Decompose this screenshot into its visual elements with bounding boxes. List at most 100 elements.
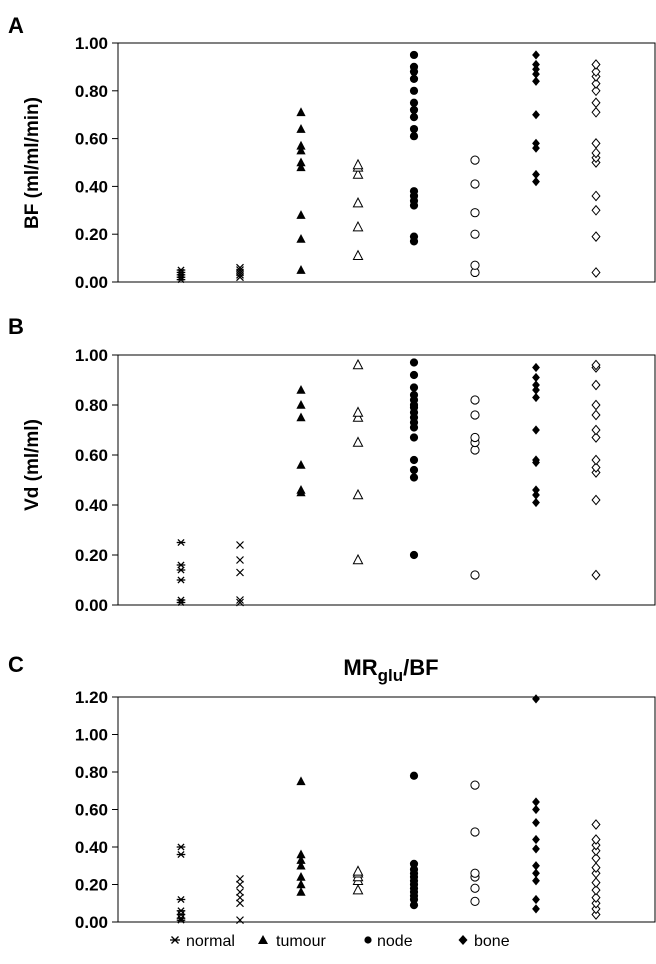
panel-c-point-normal-x [236,880,244,889]
panel-a-point-bone-diamond-open [591,85,601,97]
panel-a-y-tick-label: 0.80 [75,82,108,101]
panel-c-y-tick-label: 1.20 [75,688,108,707]
panel-a-point-bone-diamond-filled [532,143,540,153]
panel-b-y-tick-label: 0.00 [75,596,108,615]
panel-b-point-bone-diamond-open [591,569,601,581]
panel-a-point-bone-diamond-open [591,204,601,216]
panel-c-y-tick-label: 0.20 [75,876,108,895]
panel-a-point-bone-diamond-filled [532,64,540,74]
panel-a-point-node-circle-open [470,260,480,270]
panel-b-point-bone-diamond-filled [532,372,540,383]
panel-b-point-node-circle-filled [409,358,419,367]
panel-b-point-normal-asterisk [176,596,186,604]
panel-c-point-normal-x [236,888,244,896]
panel-c-point-tumour-triangle-filled [296,849,306,859]
panel-c-point-bone-diamond-open [591,892,601,903]
panel-a-point-bone-diamond-open [591,97,601,109]
panel-c-point-bone-diamond-filled [532,861,540,871]
panel-c-point-normal-asterisk [176,843,186,851]
panel-b-point-bone-diamond-filled [532,490,540,500]
panel-c-point-normal-asterisk [176,910,186,919]
panel-b-point-normal-x [236,541,244,549]
panel-c-plot-area [117,696,656,923]
panel-a-point-node-circle-filled [409,74,419,83]
panel-a-point-node-circle-filled [409,112,419,122]
panel-b-y-tick-label: 1.00 [75,346,108,365]
panel-c-point-bone-diamond-open [591,909,601,920]
panel-b-point-bone-diamond-open [591,409,601,421]
panel-c-point-normal-x [236,899,244,908]
panel-a-y-tick-label: 0.20 [75,225,108,244]
panel-b-point-bone-diamond-filled [532,362,540,373]
panel-b-point-node-circle-open [470,432,480,443]
panel-c-point-bone-diamond-filled [532,868,540,878]
panel-a-point-node-circle-filled [409,86,419,95]
panel-c-point-bone-diamond-open [591,867,601,879]
panel-b-y-tick-label: 0.20 [75,546,108,565]
panel-b-point-tumour-triangle-filled [296,460,306,469]
panel-c-point-node-circle-filled [409,901,419,910]
panel-letter-c: C [8,652,24,677]
panel-c-point-bone-diamond-filled [532,844,540,854]
panel-a-point-node-circle-filled [409,187,419,196]
panel-letter-b: B [8,314,24,339]
panel-c-point-node-circle-open [470,896,480,906]
panel-a-point-bone-diamond-filled [532,169,540,180]
panel-a-point-tumour-triangle-filled [296,233,306,243]
panel-b-point-tumour-triangle-open [352,553,364,565]
panel-a-point-bone-diamond-open [591,59,601,70]
panel-b-plot-area [117,354,656,606]
panel-c-point-bone-diamond-filled [532,904,540,914]
panel-b-point-tumour-triangle-filled [296,485,306,494]
panel-a-point-bone-diamond-open [591,267,601,278]
panel-c-point-tumour-triangle-filled [296,879,306,889]
panel-b-point-node-circle-filled [409,390,419,400]
panel-b-point-bone-diamond-filled [532,497,540,508]
panel-c-point-bone-diamond-open [591,884,601,896]
panel-b-point-normal-x [236,596,244,604]
panel-c-point-bone-diamond-filled [532,797,540,807]
panel-c-title: MRglu/BF [343,655,438,685]
panel-a-point-tumour-triangle-open [352,249,364,261]
panel-b-point-normal-x [236,568,244,577]
panel-a-point-node-circle-filled [409,232,419,241]
panel-a-point-tumour-triangle-open [352,220,364,232]
panel-a-point-node-circle-open [470,229,480,239]
panel-c-point-node-circle-open [470,883,480,893]
panel-c-point-bone-diamond-filled [532,818,540,828]
panel-c-point-tumour-triangle-filled [296,776,306,786]
panel-c-y-tick-label: 0.00 [75,913,108,932]
panel-b-point-node-circle-filled [409,433,419,442]
panel-b-y-tick-label: 0.80 [75,396,108,415]
panel-letter-a: A [8,13,24,38]
panel-a-point-tumour-triangle-filled [296,107,306,117]
panel-a-point-node-circle-open [470,208,480,218]
panel-b-point-normal-asterisk [176,561,186,569]
panel-c-point-node-circle-filled [409,771,419,780]
legend-label-bone: bone [474,933,510,950]
legend-marker-normal [170,936,180,944]
panel-a-y-axis-label: BF (ml/ml/min) [22,97,43,229]
panel-b-point-bone-diamond-filled [532,425,540,435]
panel-a-point-node-circle-filled [409,105,419,115]
panel-b-point-bone-diamond-open [591,424,601,436]
panel-b-point-normal-asterisk [176,538,186,547]
panel-c-point-normal-x [236,893,244,902]
panel-a-point-tumour-triangle-filled [296,124,306,133]
panel-a: A BF (ml/ml/min) 0.00 0.20 0.40 0.60 0.80 1.0… [8,13,656,292]
panel-a-y-tick-label: 0.40 [75,177,108,196]
legend-label-normal: normal [186,933,235,950]
panel-b-point-tumour-triangle-filled [296,400,306,409]
panel-b-point-node-circle-filled [409,370,419,380]
panel-a-point-bone-diamond-filled [532,76,540,86]
panel-b-point-node-circle-filled [409,465,419,475]
panel-a-point-normal-x [236,266,244,274]
panel-a-point-bone-diamond-filled [532,110,540,120]
panel-b-point-normal-x [236,556,244,564]
panel-c-title-main: MR [343,655,377,680]
panel-b-point-tumour-triangle-open [352,358,364,370]
panel-b-point-bone-diamond-open [591,462,601,473]
panel-b-point-tumour-triangle-open [352,406,364,417]
panel-b-point-bone-diamond-filled [532,392,540,403]
panel-a-point-bone-diamond-open [591,190,601,202]
